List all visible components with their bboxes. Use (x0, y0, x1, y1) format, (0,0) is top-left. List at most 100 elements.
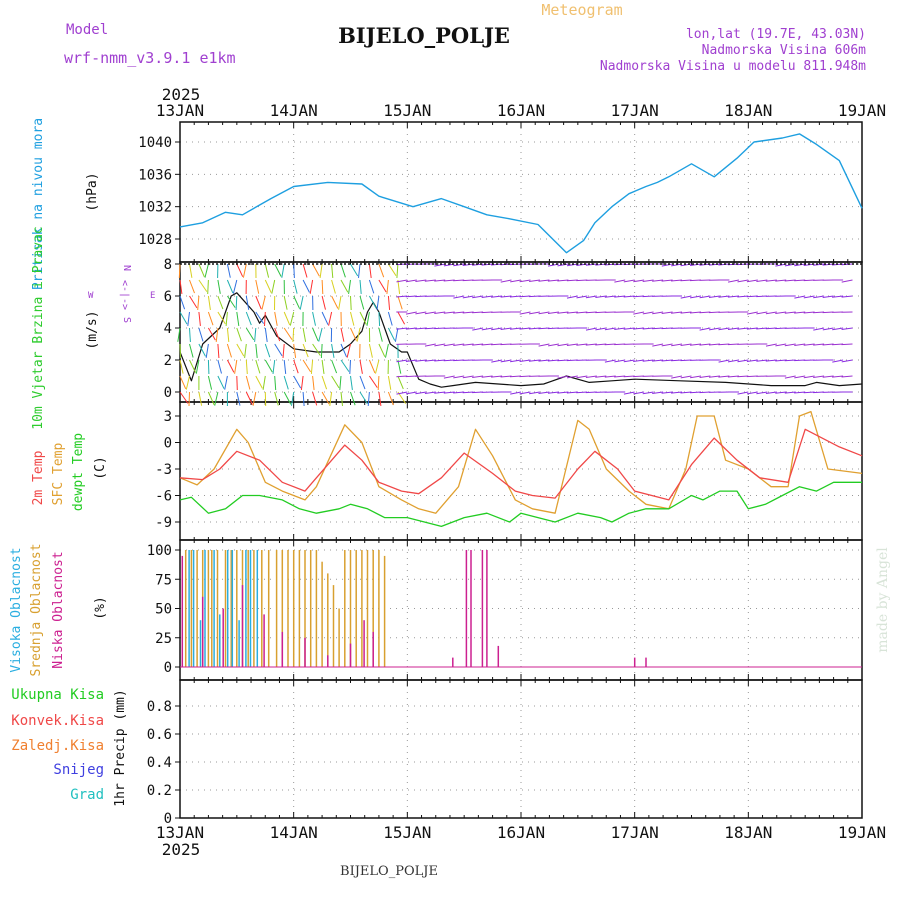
wind-barb (842, 360, 853, 362)
meteogram-title: Meteogram (541, 1, 622, 19)
wind-barb (690, 280, 701, 281)
wind-barb (624, 392, 635, 394)
wind-barb (510, 360, 521, 362)
wind-barb (794, 264, 805, 266)
y-tick-label: 1028 (138, 232, 172, 248)
wind-barb (756, 296, 767, 297)
wind-barb (586, 376, 597, 378)
wind-barb (775, 344, 786, 346)
wind-barb (842, 376, 853, 377)
wind-barb (738, 280, 749, 282)
wind-barb (322, 296, 325, 310)
wind-barb (756, 280, 767, 282)
wind-barb (205, 264, 208, 278)
wind-barb (804, 312, 815, 313)
wind-barb (199, 312, 201, 326)
wind-barb (237, 328, 242, 341)
wind-barb (756, 328, 767, 329)
wind-barb (415, 360, 426, 361)
wind-barb (294, 376, 301, 388)
wind-barb (690, 344, 701, 345)
wind-barb (376, 360, 379, 374)
wind-barb (208, 392, 214, 405)
wind-barb (453, 312, 464, 313)
wind-barb (265, 280, 271, 293)
wind-barb (388, 328, 394, 341)
wind-barb (737, 376, 748, 377)
wind-barb (482, 344, 493, 345)
wind-barb (681, 280, 692, 281)
wind-barb (253, 392, 256, 406)
wind-barb (832, 344, 843, 345)
wind-barb (332, 264, 333, 278)
wind-barb (246, 296, 248, 310)
wind-barb (671, 312, 682, 313)
wind-barb (756, 312, 767, 314)
wind-barb (728, 296, 739, 297)
wind-barb (379, 344, 385, 357)
wind-barb (359, 264, 361, 278)
wind-barb (709, 312, 720, 313)
wind-barb (681, 392, 692, 393)
wind-barb (463, 344, 474, 345)
wind-barb (737, 296, 748, 297)
wind-barb (747, 392, 758, 394)
wind-barb (482, 264, 493, 265)
wind-barb (718, 344, 729, 345)
wind-barb (643, 312, 654, 314)
wind-barb (794, 392, 805, 393)
wind-barb (434, 280, 445, 281)
wind-barb (614, 264, 625, 265)
wind-barb (237, 264, 243, 277)
cloud-low-label: Niska Oblacnost (51, 551, 66, 668)
wind-barb (272, 280, 275, 294)
wind-barb (255, 328, 256, 342)
wind-barb (529, 280, 540, 282)
wind-barb (586, 312, 597, 313)
wind-barb (681, 376, 692, 378)
wind-barb (548, 280, 559, 281)
wind-barb (425, 280, 436, 281)
wind-barb (463, 392, 474, 393)
wind-barb (332, 376, 339, 388)
wind-barb (804, 296, 815, 298)
y-tick-label: 4 (164, 321, 172, 337)
wind-barb (218, 296, 223, 309)
wind-barb (652, 312, 663, 314)
wind-barb (199, 392, 202, 406)
cloud-high-label: Visoka Oblacnost (9, 547, 24, 672)
wind-barb (501, 328, 512, 330)
wind-barb (671, 344, 682, 346)
wind-barb (690, 296, 701, 298)
wind-barb (633, 312, 644, 314)
wind-barb (633, 296, 644, 297)
wind-barb (718, 376, 729, 377)
wind-barb (539, 312, 550, 314)
wind-barb (690, 392, 701, 393)
credit-text: made by Angel (875, 547, 891, 653)
wind-barb (709, 376, 720, 377)
wind-barb (624, 296, 635, 297)
wind-barb (709, 264, 720, 265)
wind-barb (453, 280, 464, 281)
wind-barb (386, 344, 389, 358)
wind-barb (482, 312, 493, 313)
wind-barb (227, 360, 234, 372)
wind-barb (290, 312, 293, 326)
wind-barb (246, 360, 247, 374)
temp-ylabel: (C) (93, 456, 108, 479)
wind-barb (671, 280, 682, 281)
wind-barb (501, 280, 512, 282)
wind-barb (453, 296, 464, 298)
compass-arrow: <-|-> (119, 280, 130, 310)
wind-barb (275, 264, 281, 277)
x-tick-label-bottom: 16JAN (497, 823, 545, 842)
wind-barb (379, 264, 384, 277)
wind-barb (351, 392, 356, 405)
wind-barb (351, 328, 357, 341)
wind-barb (310, 280, 312, 294)
wind-barb (190, 344, 194, 358)
wind-barb (379, 280, 386, 292)
wind-barb (208, 296, 210, 310)
